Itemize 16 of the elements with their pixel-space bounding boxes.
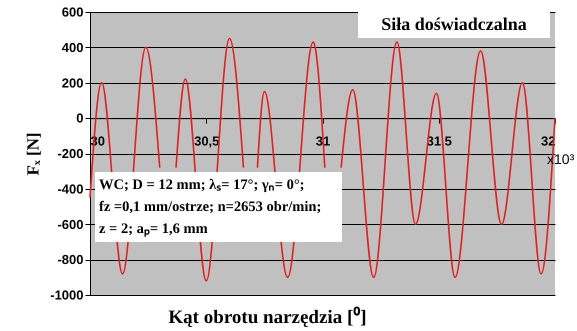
y-tick-label: 200 <box>62 75 84 90</box>
annotation: fz =0,1 mm/ostrze; n=2653 obr/min; <box>99 199 322 215</box>
y-tick-label: -1000 <box>50 288 84 302</box>
y-tick-label: -800 <box>57 252 84 268</box>
y-tick-label: -400 <box>57 181 84 196</box>
y-tick-label: 400 <box>62 40 84 55</box>
y-tick-label: 0 <box>76 110 84 126</box>
y-tick-label: -600 <box>57 216 84 232</box>
annotation: WC; D = 12 mm; λₛ= 17°; γₙ= 0°; <box>99 177 304 193</box>
y-tick-label: -200 <box>57 146 84 161</box>
y-axis-title: Fₓ [N] <box>23 132 42 176</box>
annotation: z = 2; aₚ= 1,6 mm <box>99 221 208 237</box>
x-axis-title: Kąt obrotu narzędzia [⁰] <box>168 306 367 328</box>
x-tick-label: 30,5 <box>194 134 220 149</box>
chart-title: Siła doświadczalna <box>381 14 527 34</box>
y-tick-label: 600 <box>62 4 84 20</box>
